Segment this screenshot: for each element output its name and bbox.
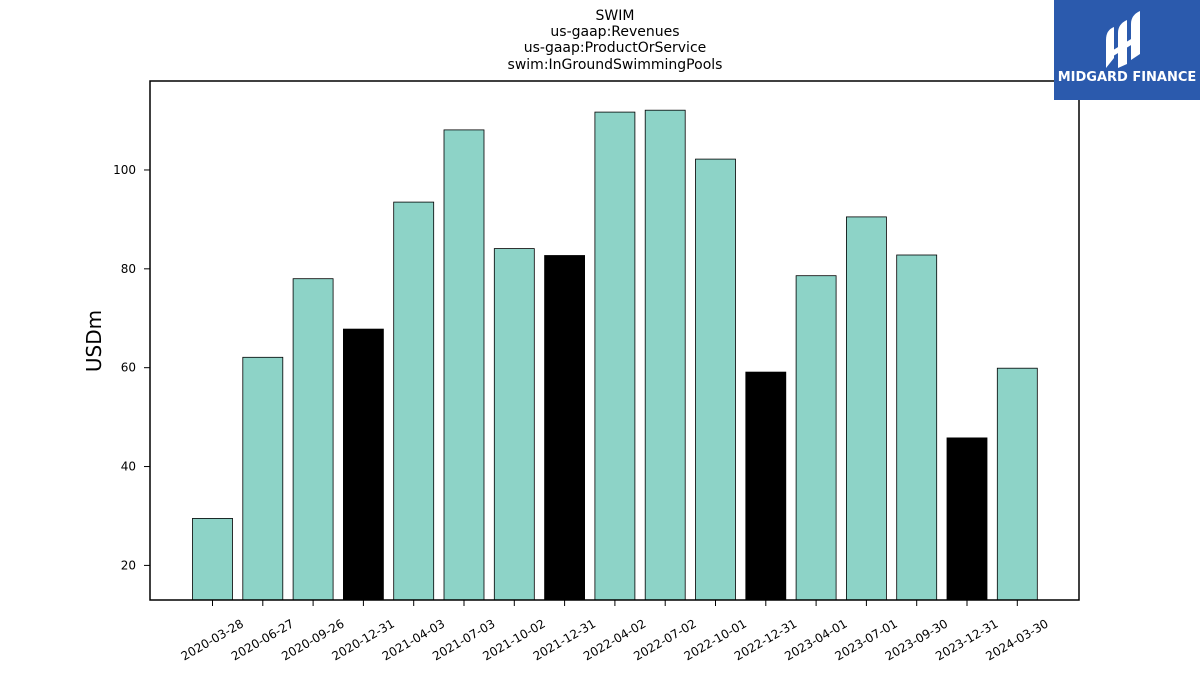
bar-2020-06-27 [242, 356, 284, 601]
bar-2022-07-02 [644, 109, 686, 601]
bar-2024-03-30 [996, 367, 1038, 601]
chart-title-line-4: swim:InGroundSwimmingPools [508, 57, 723, 73]
bar-2022-10-01 [695, 158, 736, 601]
logo-mark-icon [1106, 11, 1140, 68]
bar-2020-03-28 [192, 518, 233, 601]
chart-title-line-2: us-gaap:Revenues [550, 24, 679, 40]
y-tick-label: 100 [113, 163, 136, 177]
x-axis-ticks: 2020-03-282020-06-272020-09-262020-12-31… [179, 600, 1051, 663]
bar-2023-12-31 [946, 437, 988, 601]
chart-title-line-3: us-gaap:ProductOrService [524, 40, 707, 56]
bar-2022-04-02 [594, 111, 636, 601]
bar-2021-07-03 [443, 129, 485, 601]
bar-2020-09-26 [292, 278, 334, 601]
plot-frame [149, 80, 1080, 601]
y-tick-label: 60 [121, 361, 136, 375]
bar-2022-12-31 [745, 371, 787, 601]
midgard-finance-logo: MIDGARD FINANCE [1054, 0, 1200, 100]
y-axis-label: USDm [82, 310, 106, 372]
bar-2021-12-31 [544, 255, 585, 601]
chart-title: SWIM us-gaap:Revenues us-gaap:ProductOrS… [508, 8, 723, 73]
bar-2023-09-30 [896, 254, 938, 601]
bar-2023-07-01 [846, 216, 887, 601]
bar-2023-04-01 [795, 275, 837, 601]
bar-2020-12-31 [342, 328, 384, 601]
y-tick-label: 80 [121, 262, 136, 276]
logo-text: MIDGARD FINANCE [1058, 70, 1197, 85]
y-tick-label: 20 [121, 558, 136, 572]
bar-2021-04-03 [393, 201, 435, 601]
y-axis-ticks: 20 40 60 80 100 [113, 163, 150, 572]
bar-series [192, 109, 1038, 601]
bar-2021-10-02 [493, 248, 535, 601]
y-tick-label: 40 [121, 460, 136, 474]
chart-title-line-1: SWIM [596, 8, 635, 24]
